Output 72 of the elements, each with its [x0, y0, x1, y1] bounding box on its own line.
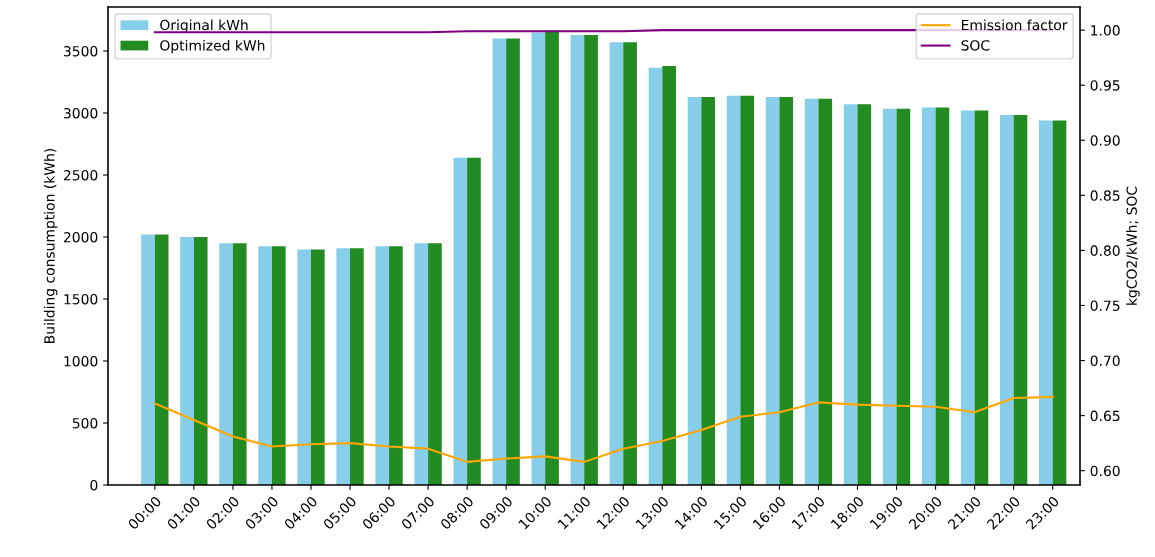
bar — [414, 243, 429, 485]
bar — [141, 234, 155, 485]
y2-tick-label: 0.95 — [1090, 80, 1120, 91]
bar — [818, 98, 833, 485]
bar — [584, 34, 598, 485]
bar — [623, 42, 637, 485]
bar — [492, 38, 507, 485]
bar — [258, 246, 272, 485]
bar — [350, 248, 364, 485]
bar — [974, 110, 989, 485]
bar — [154, 234, 169, 485]
bar — [999, 114, 1014, 485]
bar — [960, 110, 975, 485]
bar — [506, 38, 520, 485]
bar — [232, 243, 247, 485]
y2-tick-label: 0.80 — [1090, 245, 1120, 256]
bar — [935, 107, 950, 485]
bar — [648, 67, 663, 485]
bar — [896, 108, 911, 485]
y-tick-label: 1500 — [64, 293, 98, 305]
bar — [1013, 114, 1028, 485]
bar — [726, 95, 741, 485]
y-tick-label: 2000 — [63, 231, 98, 243]
bar — [1039, 120, 1053, 485]
y-tick-label: 3500 — [63, 45, 98, 57]
bar — [219, 243, 233, 485]
bar — [570, 34, 585, 485]
line-series — [153, 395, 1054, 463]
y2-tick-label: 0.70 — [1090, 355, 1120, 367]
y-tick-label: 2500 — [63, 169, 98, 181]
y-tick-label: 1000 — [64, 355, 98, 367]
bar — [180, 237, 194, 485]
y-tick-label: 500 — [72, 417, 98, 429]
y-tick-label: 0 — [90, 479, 98, 491]
y-axis-title: Building consumption (kWh) — [43, 148, 58, 343]
bar — [193, 237, 208, 485]
bar — [297, 249, 311, 485]
y2-tick-label: 1.00 — [1091, 25, 1120, 36]
bar — [882, 108, 897, 485]
bar — [740, 95, 755, 485]
bar — [843, 104, 858, 485]
y2-tick-label: 0.60 — [1090, 465, 1120, 477]
bar — [609, 42, 624, 485]
bar — [701, 96, 716, 485]
bar — [1052, 120, 1067, 485]
y2-tick-label: 0.85 — [1090, 190, 1120, 201]
bar — [779, 96, 794, 485]
legend-label: SOC — [961, 40, 990, 51]
y2-tick-label: 0.75 — [1090, 300, 1120, 311]
y-tick-label: 3000 — [63, 107, 98, 119]
bar — [531, 32, 546, 485]
bar — [310, 249, 325, 485]
bar — [453, 157, 468, 485]
y2-tick-label: 0.65 — [1090, 410, 1120, 422]
bar — [389, 246, 403, 485]
bar — [857, 104, 872, 485]
bar — [375, 246, 390, 485]
legend-label: Optimized kWh — [160, 39, 265, 54]
legend-label: Original kWh — [160, 19, 248, 33]
legend-label: Emission factor — [961, 19, 1068, 31]
bar — [765, 96, 780, 485]
bar — [662, 65, 676, 485]
bar — [921, 107, 936, 485]
bar — [545, 30, 559, 485]
bar — [467, 157, 481, 485]
bar — [804, 98, 819, 485]
bar — [336, 248, 351, 485]
y2-axis-title: kgCO2/kWh; SOC — [1126, 186, 1140, 305]
bar — [271, 246, 286, 485]
bar — [428, 243, 442, 485]
y2-tick-label: 0.90 — [1090, 135, 1120, 146]
bar — [687, 96, 702, 485]
